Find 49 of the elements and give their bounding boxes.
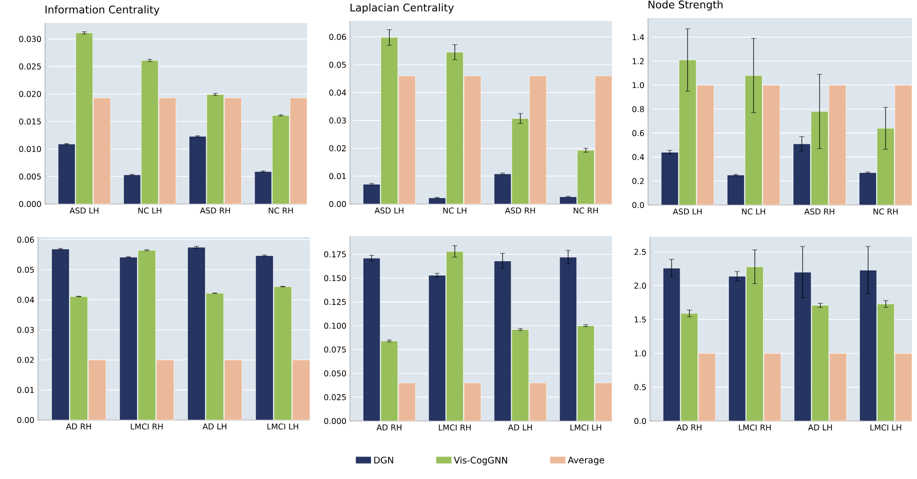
bar xyxy=(123,174,141,204)
chart-title: Information Centrality xyxy=(46,5,160,16)
bar xyxy=(577,326,595,421)
bar xyxy=(156,360,174,420)
bar xyxy=(446,251,464,421)
bar xyxy=(876,128,894,205)
bar xyxy=(728,276,746,421)
bar xyxy=(206,292,224,420)
bar xyxy=(187,247,206,420)
bar xyxy=(512,329,530,421)
bar xyxy=(559,256,577,421)
bar xyxy=(138,250,156,420)
bar xyxy=(512,118,530,204)
bar xyxy=(70,296,88,420)
bar xyxy=(559,196,577,204)
bar xyxy=(859,270,877,421)
bar xyxy=(51,248,70,420)
legend-label: DGN xyxy=(374,456,394,464)
bar xyxy=(744,75,762,205)
bar xyxy=(362,258,380,421)
chart-title: Laplacian Centrality xyxy=(350,3,454,14)
bar xyxy=(188,136,206,204)
bar xyxy=(662,268,680,421)
bar xyxy=(428,275,446,421)
bar xyxy=(274,286,292,420)
bar xyxy=(577,150,595,204)
legend-label: Vis-CogGNN xyxy=(454,456,508,466)
bar xyxy=(58,144,76,204)
bar xyxy=(494,260,512,421)
bar xyxy=(678,60,696,205)
legend-label: Average xyxy=(568,456,604,466)
bar xyxy=(224,360,242,420)
bar xyxy=(494,174,512,204)
bar xyxy=(828,84,846,205)
bar xyxy=(894,84,912,205)
bar xyxy=(88,360,106,420)
bar xyxy=(696,84,714,205)
bar xyxy=(292,360,310,420)
bar xyxy=(254,171,272,204)
chart-title: Node Strength xyxy=(648,0,723,10)
bar xyxy=(446,52,464,204)
bar xyxy=(362,184,380,204)
bar xyxy=(380,340,398,421)
bar xyxy=(762,84,780,205)
bar xyxy=(380,37,398,204)
bar xyxy=(255,255,274,420)
bar xyxy=(810,111,828,205)
bar xyxy=(119,256,138,420)
bar xyxy=(794,272,812,421)
